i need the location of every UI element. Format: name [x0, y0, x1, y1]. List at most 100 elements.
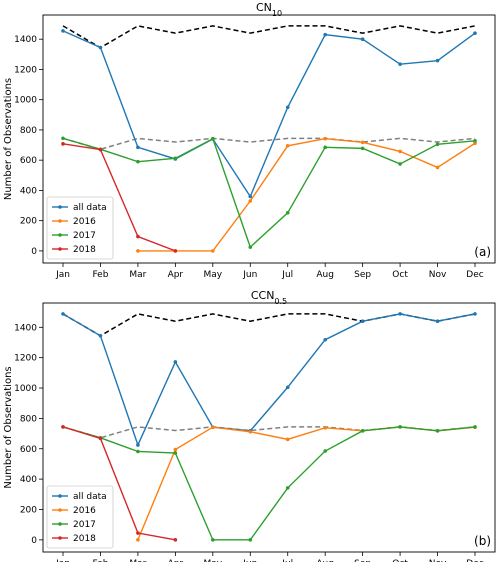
y-tick-label: 1200 [14, 354, 37, 364]
data-point [398, 312, 402, 316]
data-point [285, 486, 290, 490]
data-point [360, 319, 365, 324]
data-point [61, 312, 65, 316]
series-line [62, 137, 476, 249]
y-tick-label: 1000 [14, 384, 37, 394]
panel-label: (a) [474, 245, 491, 259]
data-point [61, 136, 65, 141]
data-point [360, 140, 365, 145]
chart-panel-2: CCN0.5 Number of Observations 0 200 400 600 80… [3, 289, 496, 562]
chart-title: CN10 [256, 1, 282, 18]
series-2016 [136, 425, 477, 542]
series-line [62, 30, 476, 198]
data-point [61, 29, 65, 33]
chart-panel-1: CN10 Number of Observations 0 200 400 600 800 1… [3, 1, 496, 280]
y-tick-label: 1400 [14, 323, 37, 333]
plot-frame [42, 302, 496, 553]
data-point [398, 425, 402, 429]
data-point [473, 31, 477, 35]
legend-marker [58, 536, 62, 540]
data-point [173, 447, 178, 452]
data-point [285, 210, 290, 215]
data-point [248, 538, 253, 542]
chart-title: CCN0.5 [251, 289, 287, 306]
legend-entry: 2016 [73, 217, 96, 227]
data-point [398, 149, 402, 154]
reference-line-1 [62, 313, 476, 337]
data-point [136, 443, 140, 447]
series-line [62, 313, 476, 447]
data-point [435, 58, 440, 63]
x-tick-label: Apr [168, 270, 184, 280]
legend-entry: 2017 [73, 520, 96, 530]
data-point [136, 159, 140, 164]
series-line [137, 137, 476, 252]
legend-entry: 2018 [73, 534, 96, 544]
plot-frame [42, 14, 496, 264]
x-tick-label: May [204, 559, 223, 562]
data-point [323, 145, 327, 150]
data-point [285, 105, 290, 110]
data-point [61, 425, 65, 429]
series-line [62, 426, 476, 541]
data-point [323, 426, 327, 430]
data-point [136, 531, 140, 535]
series-line [62, 426, 176, 541]
x-tick-label: Jan [55, 270, 70, 280]
data-point [211, 249, 215, 253]
data-point [173, 360, 178, 364]
data-point [398, 162, 402, 166]
x-tick-label: Dec [466, 559, 483, 562]
y-tick-label: 600 [20, 156, 37, 166]
data-point [473, 139, 477, 143]
chart-title-subscript: 0.5 [274, 297, 287, 306]
legend-marker [58, 522, 62, 526]
x-tick-label: Sep [354, 270, 371, 280]
legend: all data 2016 2017 2018 [46, 485, 114, 549]
series-line [62, 143, 176, 252]
y-tick-label: 800 [20, 126, 37, 136]
x-tick-label: Jul [281, 559, 293, 562]
legend-marker [58, 205, 62, 209]
data-point [248, 429, 253, 434]
data-point [61, 142, 65, 146]
data-point [211, 136, 215, 141]
data-point [473, 425, 477, 429]
x-tick-label: Aug [316, 559, 334, 562]
data-point [136, 145, 140, 150]
legend-marker [58, 233, 62, 237]
series-all-data [61, 312, 477, 447]
data-point [173, 249, 178, 253]
data-point [98, 45, 103, 50]
legend-box [46, 485, 114, 549]
data-point [98, 147, 103, 152]
data-point [435, 429, 440, 433]
x-tick-label: Feb [92, 270, 108, 280]
data-point [323, 337, 327, 342]
data-point [323, 136, 327, 141]
x-tick-label: Oct [392, 559, 408, 562]
data-point [173, 156, 178, 161]
data-point [360, 429, 365, 433]
data-point [285, 385, 290, 390]
y-tick-label: 1200 [14, 65, 37, 75]
x-tick-label: Jun [242, 559, 257, 562]
chart-title-main: CN [256, 1, 272, 14]
data-point [136, 538, 140, 542]
legend-marker [58, 247, 62, 251]
data-point [136, 249, 140, 253]
data-point [285, 144, 290, 148]
y-tick-label: 200 [20, 505, 37, 515]
y-tick-label: 1400 [14, 35, 37, 45]
legend-entry: 2018 [73, 245, 96, 255]
data-point [323, 449, 327, 453]
data-point [211, 538, 215, 542]
data-point [98, 436, 103, 441]
panel-label: (b) [474, 534, 491, 548]
legend-marker [58, 494, 62, 498]
legend-entry: 2016 [73, 506, 96, 516]
legend: all data 2016 2017 2018 [46, 196, 114, 260]
data-point [435, 319, 440, 324]
y-tick-label: 0 [31, 247, 37, 257]
x-tick-label: Mar [129, 559, 146, 562]
